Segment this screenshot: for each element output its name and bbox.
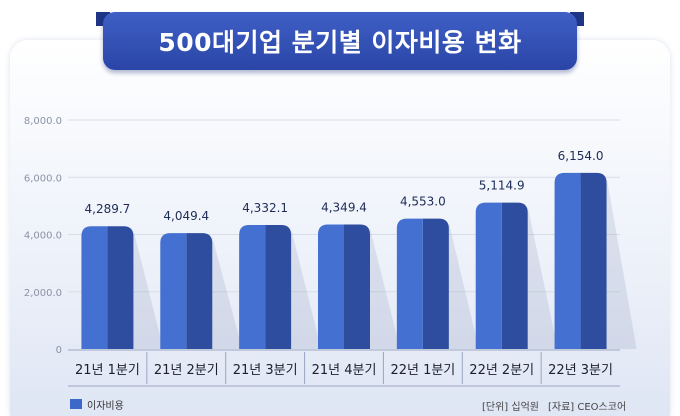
y-tick-label: 0 [56,345,62,356]
bar [396,218,423,349]
x-tick-label: 21년 1분기 [75,363,140,378]
bar-side [186,233,213,349]
x-tick-label: 22년 1분기 [390,363,455,378]
bar-shadow [133,230,164,349]
y-tick-label: 4,000.0 [24,231,62,242]
bar [239,224,266,349]
bar-side [422,218,449,349]
chart-title: 500대기업 분기별 이자비용 변화 [103,12,577,70]
bar [81,226,108,349]
bar [160,233,187,349]
data-label: 4,553.0 [400,195,446,209]
bar-side [344,224,370,349]
y-tick-label: 6,000.0 [24,173,62,184]
legend-label: 이자비용 [87,400,124,412]
bar [475,202,502,349]
x-tick-label: 21년 2분기 [154,363,219,378]
bar-side [107,226,134,349]
legend: 이자비용 [70,397,124,412]
bar-shadow [448,222,479,349]
y-tick-label: 8,000.0 [24,116,62,127]
data-label: 6,154.0 [558,149,604,163]
bar-side [265,224,292,349]
data-label: 4,349.4 [321,200,367,214]
bar [318,224,344,349]
bar-shadow [527,206,558,349]
x-tick-label: 22년 3분기 [548,363,613,378]
data-label: 4,332.1 [242,201,288,215]
data-label: 5,114.9 [479,179,525,193]
x-tick-label: 22년 2분기 [469,363,534,378]
source-note: [자료] CEO스코어 [548,402,627,413]
bar-side [501,202,528,349]
bar-shadow [212,237,243,349]
unit-note: [단위] 십억원 [482,402,539,413]
bar-shadow [291,228,322,349]
bar-shadow [606,176,637,349]
y-tick-label: 2,000.0 [24,288,62,299]
bar [554,172,581,349]
bar-shadow [370,228,400,349]
x-tick-label: 21년 3분기 [233,363,298,378]
data-label: 4,049.4 [163,209,209,223]
bar-side [580,172,607,349]
data-label: 4,289.7 [85,202,131,216]
x-tick-label: 21년 4분기 [312,363,377,378]
legend-swatch [70,399,82,409]
